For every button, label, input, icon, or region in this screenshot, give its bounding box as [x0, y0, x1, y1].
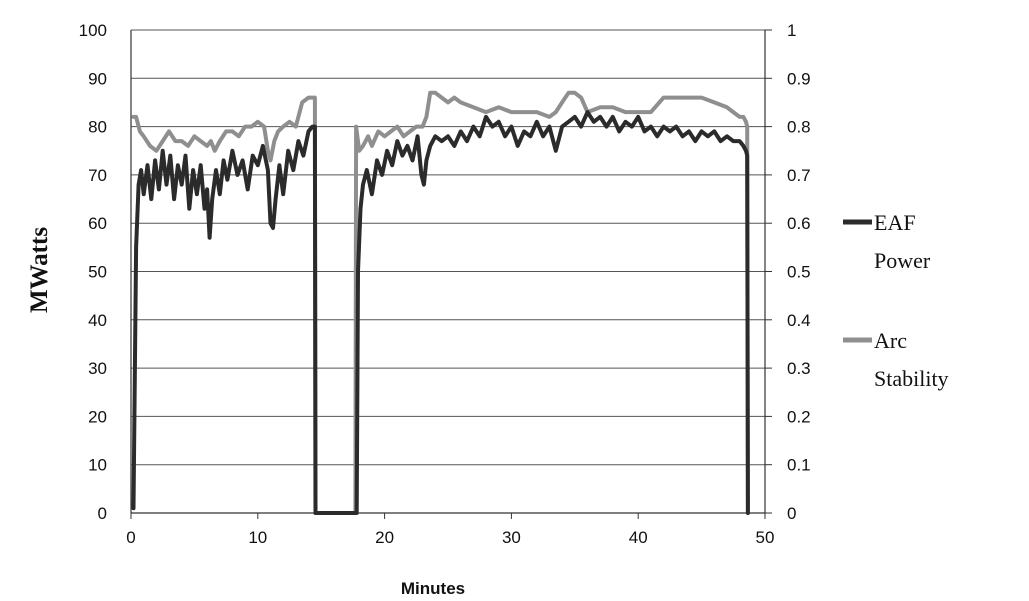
- y2-tick-label: 1: [787, 21, 796, 40]
- y-tick-label: 80: [88, 118, 107, 137]
- y-tick-label: 50: [88, 263, 107, 282]
- legend: EAF Power Arc Stability: [843, 210, 949, 391]
- x-tick-label: 50: [756, 528, 775, 547]
- y-tick-label: 20: [88, 407, 107, 426]
- y-tick-label: 90: [88, 69, 107, 88]
- series-line-arc-stability: [131, 90, 750, 515]
- y2-tick-label: 0.1: [787, 456, 811, 475]
- y2-tick-label: 0.2: [787, 407, 811, 426]
- series-lines: [131, 90, 750, 515]
- y2-tick-label: 0.8: [787, 118, 811, 137]
- y2-tick-label: 0.9: [787, 69, 811, 88]
- y-tick-label: 10: [88, 456, 107, 475]
- y-tick-label: 30: [88, 359, 107, 378]
- y2-tick-label: 0.6: [787, 214, 811, 233]
- axes: [130, 29, 772, 519]
- y-tick-label: 0: [98, 504, 107, 523]
- y-axis-title: MWatts: [26, 227, 53, 313]
- gridlines: [131, 29, 765, 466]
- legend-label: Stability: [874, 366, 949, 391]
- x-tick-label: 30: [502, 528, 521, 547]
- x-axis-title: Minutes: [401, 579, 465, 598]
- x-tick-label: 40: [629, 528, 648, 547]
- y2-tick-label: 0.7: [787, 166, 811, 185]
- tick-labels: 010203040506070809010000.10.20.30.40.50.…: [79, 21, 811, 547]
- y-tick-label: 60: [88, 214, 107, 233]
- y2-tick-label: 0: [787, 504, 796, 523]
- y-tick-label: 100: [79, 21, 107, 40]
- legend-label: EAF: [874, 210, 916, 235]
- x-tick-label: 0: [126, 528, 135, 547]
- legend-label: Arc: [874, 328, 907, 353]
- y2-tick-label: 0.5: [787, 263, 811, 282]
- series-line-eaf-power: [131, 110, 750, 515]
- y-tick-label: 40: [88, 311, 107, 330]
- y2-tick-label: 0.4: [787, 311, 811, 330]
- legend-label: Power: [874, 248, 931, 273]
- y-tick-label: 70: [88, 166, 107, 185]
- x-tick-label: 10: [248, 528, 267, 547]
- x-tick-label: 20: [375, 528, 394, 547]
- y2-tick-label: 0.3: [787, 359, 811, 378]
